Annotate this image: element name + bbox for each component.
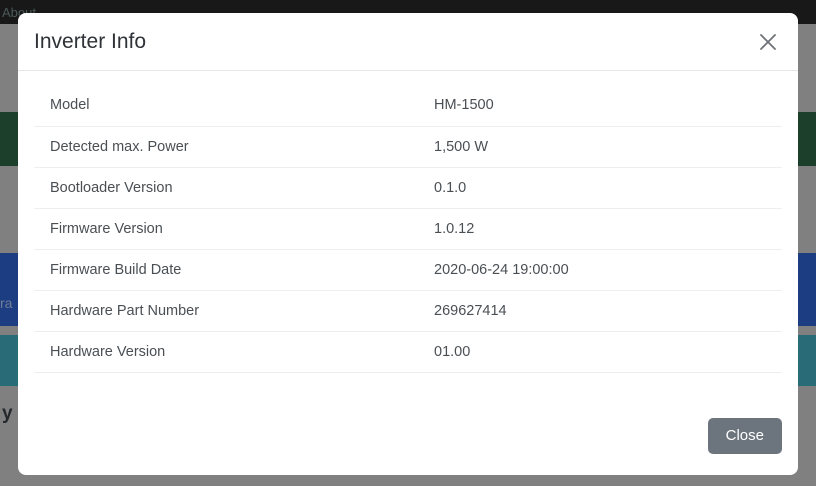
- row-label: Firmware Build Date: [34, 249, 434, 291]
- row-value: HM-1500: [434, 85, 782, 127]
- background-text-fragment-ra: ra: [0, 295, 13, 311]
- table-row: Hardware Part Number 269627414: [34, 290, 782, 332]
- row-label: Detected max. Power: [34, 126, 434, 168]
- row-value: 1.0.12: [434, 208, 782, 250]
- row-value: 2020-06-24 19:00:00: [434, 249, 782, 291]
- table-row: Bootloader Version 0.1.0: [34, 167, 782, 209]
- table-row: Detected max. Power 1,500 W: [34, 126, 782, 168]
- inverter-info-modal: Inverter Info Model HM-1500 Detected max…: [18, 13, 798, 475]
- modal-header: Inverter Info: [18, 13, 798, 71]
- modal-body: Model HM-1500 Detected max. Power 1,500 …: [18, 71, 798, 407]
- modal-title: Inverter Info: [34, 30, 147, 53]
- close-button[interactable]: Close: [707, 418, 782, 454]
- row-value: 269627414: [434, 290, 782, 332]
- row-value: 0.1.0: [434, 167, 782, 209]
- row-label: Firmware Version: [34, 208, 434, 250]
- row-label: Model: [34, 85, 434, 127]
- row-value: 01.00: [434, 331, 782, 373]
- table-row: Firmware Build Date 2020-06-24 19:00:00: [34, 249, 782, 291]
- table-row: Firmware Version 1.0.12: [34, 208, 782, 250]
- row-label: Bootloader Version: [34, 167, 434, 209]
- background-text-fragment-y: y: [2, 403, 13, 424]
- row-label: Hardware Part Number: [34, 290, 434, 332]
- table-row: Hardware Version 01.00: [34, 331, 782, 373]
- modal-footer: Close: [18, 407, 798, 475]
- row-label: Hardware Version: [34, 331, 434, 373]
- table-row: Model HM-1500: [34, 85, 782, 127]
- inverter-info-table: Model HM-1500 Detected max. Power 1,500 …: [34, 85, 782, 373]
- close-x-icon[interactable]: [754, 28, 782, 56]
- row-value: 1,500 W: [434, 126, 782, 168]
